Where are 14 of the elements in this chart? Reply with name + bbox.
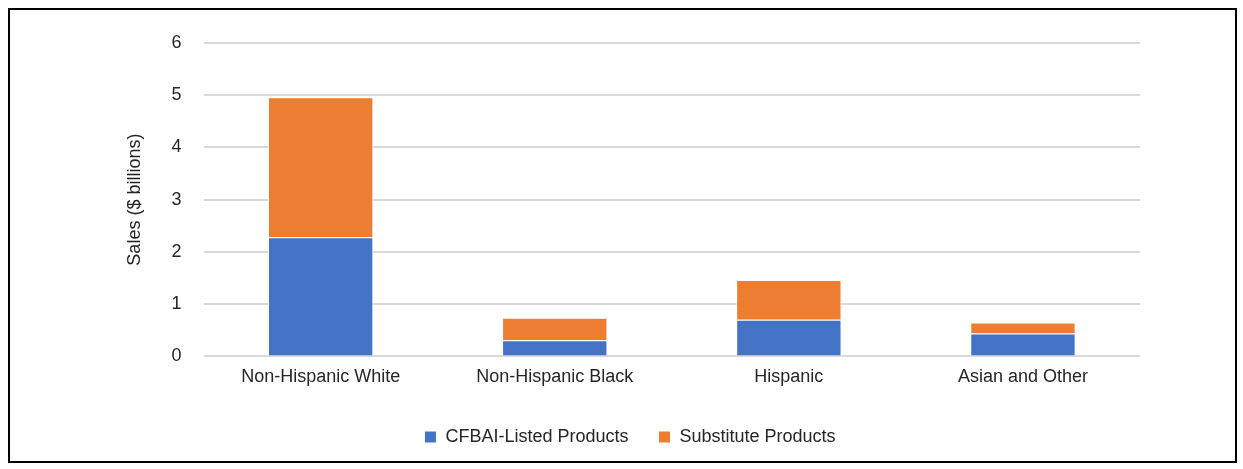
y-tick-label: 2 (171, 240, 182, 261)
legend-label: Substitute Products (679, 425, 836, 446)
x-tick-label: Hispanic (754, 366, 824, 387)
y-tick-label: 6 (171, 31, 182, 52)
y-tick-label: 5 (171, 84, 182, 105)
x-tick-label: Non-Hispanic Black (476, 366, 635, 387)
legend-label: CFBAI-Listed Products (445, 425, 629, 446)
y-tick-label: 3 (171, 188, 182, 209)
y-axis-title: Sales ($ billions) (123, 133, 144, 266)
y-tick-label: 0 (171, 345, 182, 366)
y-tick-label: 4 (171, 136, 182, 157)
x-tick-label: Asian and Other (957, 366, 1088, 387)
y-tick-label: 1 (171, 293, 182, 314)
x-tick-label: Non-Hispanic White (241, 366, 401, 387)
